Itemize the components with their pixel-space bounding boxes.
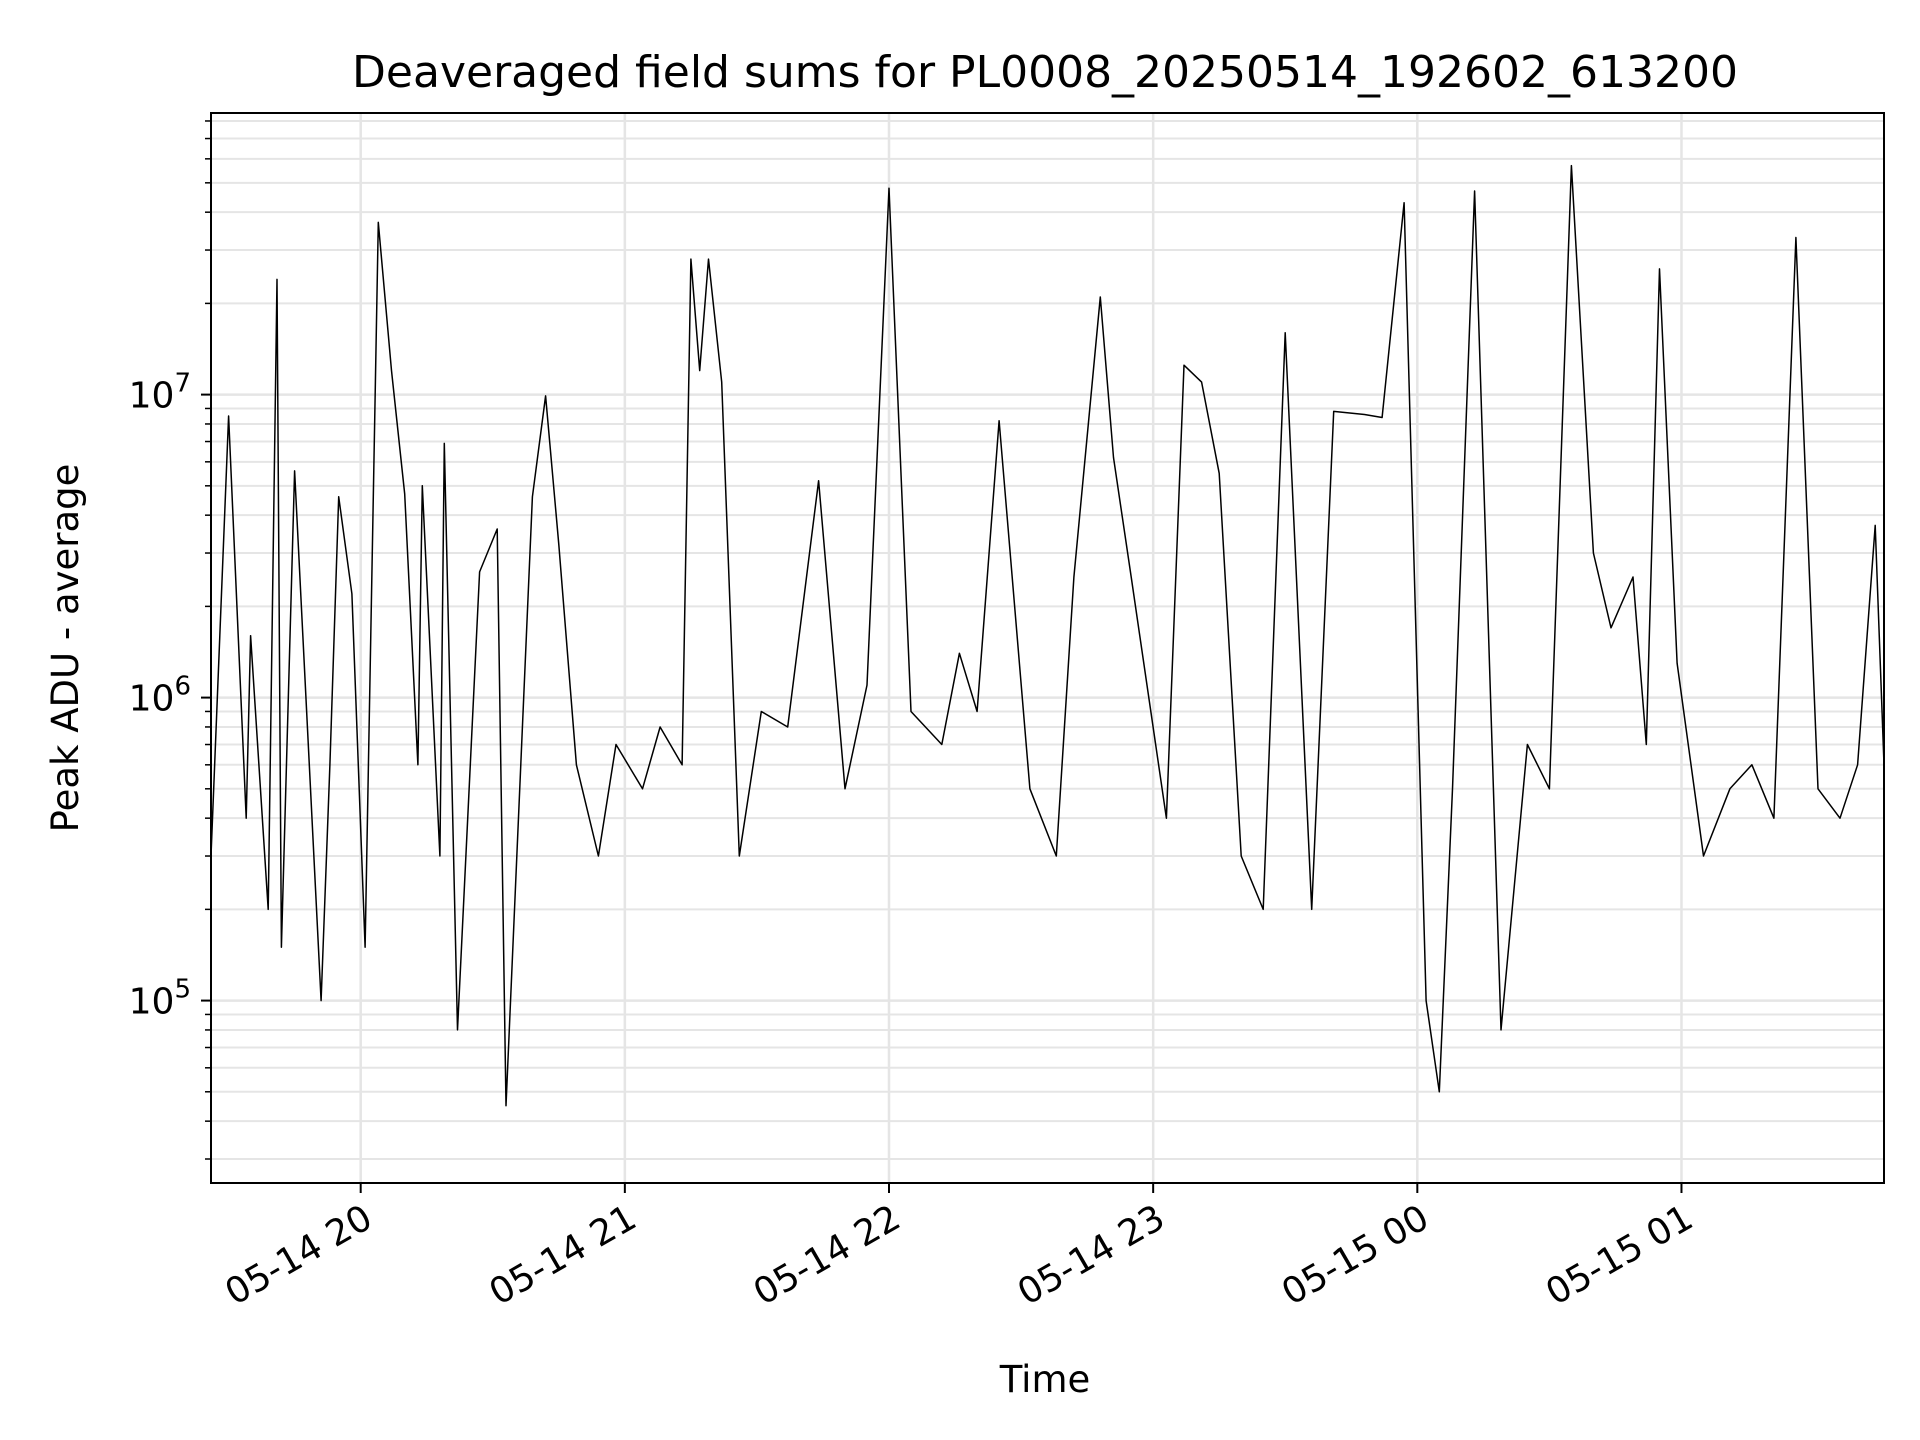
plot-area: [210, 164, 1885, 1107]
y-tick-label: 107: [129, 369, 191, 417]
y-tick-label: 106: [129, 672, 191, 720]
x-axis-label: Time: [999, 1358, 1091, 1401]
grid-lines: [211, 113, 1884, 1183]
y-axis-label: Peak ADU - average: [44, 464, 87, 833]
y-tick-label: 105: [129, 975, 191, 1023]
plot-frame: [210, 112, 1885, 1184]
series-line: [210, 164, 1885, 1107]
chart-title: Deaveraged field sums for PL0008_2025051…: [352, 47, 1738, 98]
y-axis-ticks: 105 106 107: [129, 120, 211, 1160]
